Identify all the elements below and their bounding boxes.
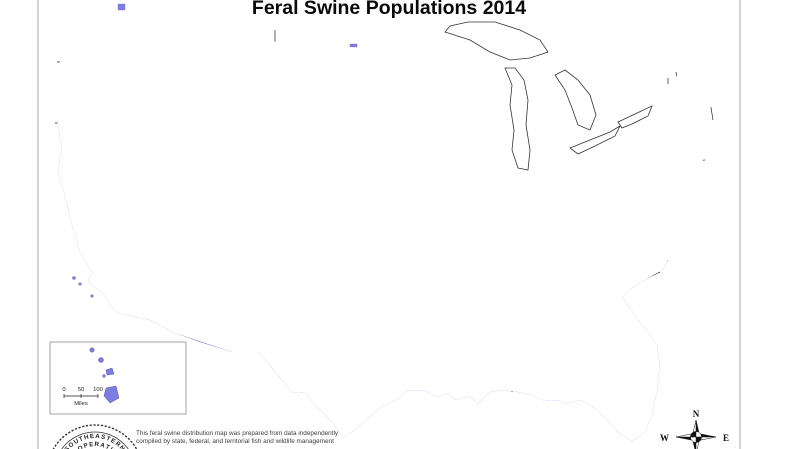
scwds-seal: SOUTHEASTERN COOPERATIVE: [52, 424, 138, 449]
seal-arc-bottom-text: COOPERATIVE: [67, 441, 121, 449]
lake-superior: [444, 21, 549, 61]
channel-islands: [72, 276, 94, 298]
compass-rose: N W E: [660, 409, 729, 449]
hawaii-inset: 0 50 100 Miles: [49, 341, 187, 415]
lake-michigan: [504, 67, 531, 171]
scale-tick-50: 50: [78, 387, 84, 393]
scale-bar: 0 50 100 Miles: [62, 387, 102, 407]
scale-unit-label: Miles: [74, 401, 88, 407]
caption-line-1: This feral swine distribution map was pr…: [136, 430, 339, 437]
inset-box: [49, 341, 187, 415]
compass-west-label: W: [660, 433, 669, 443]
map-frame: [37, 0, 741, 449]
scale-line: [63, 394, 99, 398]
scale-tick-0: 0: [62, 387, 65, 393]
lake-ontario: [617, 105, 653, 129]
lake-huron: [554, 69, 597, 131]
compass-star: [675, 419, 717, 449]
caption-line-2: compiled by state, federal, and territor…: [136, 438, 334, 445]
great-lakes: [444, 21, 653, 171]
map-title: Feral Swine Populations 2014: [252, 0, 526, 19]
seal-outer-ring: [52, 424, 138, 449]
map-caption: This feral swine distribution map was pr…: [136, 430, 339, 445]
seal-inner-ring: [61, 431, 129, 449]
compass-east-label: E: [723, 433, 729, 443]
svg-text:COOPERATIVE: COOPERATIVE: [67, 441, 122, 449]
compass-north-label: N: [693, 409, 700, 419]
hawaiian-islands: [89, 347, 120, 404]
lake-erie: [569, 124, 621, 155]
scale-tick-100: 100: [93, 387, 103, 393]
